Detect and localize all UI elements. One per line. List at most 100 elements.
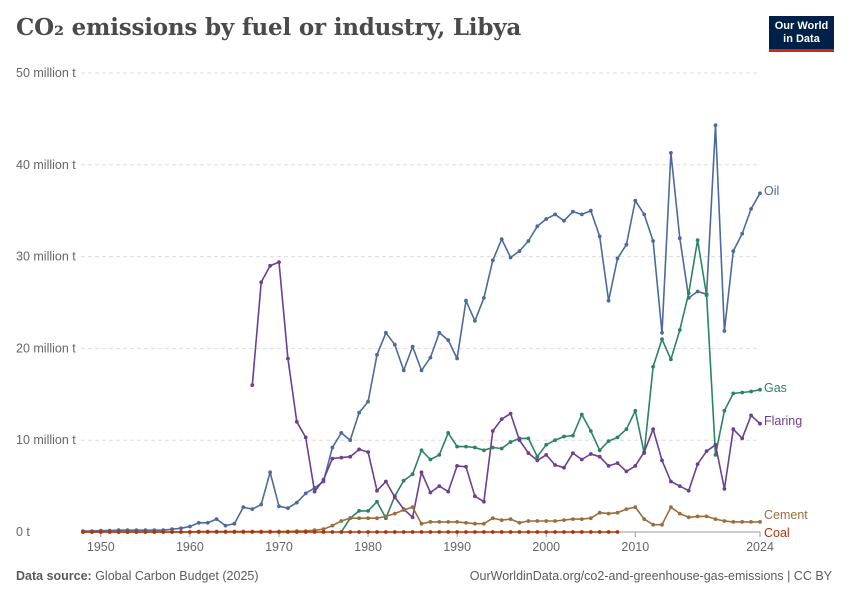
data-point-coal[interactable] bbox=[214, 530, 219, 534]
data-point-gas[interactable] bbox=[624, 427, 629, 432]
data-point-flaring[interactable] bbox=[303, 435, 308, 440]
data-point-oil[interactable] bbox=[571, 209, 575, 214]
data-point-flaring[interactable] bbox=[517, 438, 522, 443]
data-point-oil[interactable] bbox=[508, 255, 513, 260]
data-point-coal[interactable] bbox=[401, 530, 406, 534]
owid-logo[interactable]: Our World in Data bbox=[769, 16, 834, 52]
data-point-flaring[interactable] bbox=[606, 464, 611, 468]
data-point-oil[interactable] bbox=[499, 237, 504, 242]
data-point-cement[interactable] bbox=[366, 516, 370, 521]
data-point-cement[interactable] bbox=[419, 521, 424, 526]
data-point-flaring[interactable] bbox=[366, 450, 370, 454]
data-point-oil[interactable] bbox=[597, 234, 602, 239]
data-point-coal[interactable] bbox=[134, 530, 139, 534]
data-point-flaring[interactable] bbox=[642, 450, 647, 454]
data-point-coal[interactable] bbox=[205, 530, 210, 534]
data-point-cement[interactable] bbox=[464, 520, 468, 525]
data-point-cement[interactable] bbox=[624, 507, 629, 511]
data-point-gas[interactable] bbox=[508, 440, 513, 444]
data-point-coal[interactable] bbox=[437, 530, 442, 534]
data-point-flaring[interactable] bbox=[339, 455, 344, 460]
data-point-coal[interactable] bbox=[161, 530, 166, 534]
data-point-cement[interactable] bbox=[473, 521, 477, 526]
data-point-oil[interactable] bbox=[259, 502, 264, 507]
data-point-gas[interactable] bbox=[615, 435, 620, 440]
data-point-coal[interactable] bbox=[152, 530, 157, 534]
data-point-cement[interactable] bbox=[321, 527, 326, 532]
data-point-coal[interactable] bbox=[366, 530, 370, 534]
data-point-gas[interactable] bbox=[357, 509, 361, 513]
data-point-oil[interactable] bbox=[179, 526, 183, 531]
data-point-flaring[interactable] bbox=[312, 489, 317, 494]
data-point-gas[interactable] bbox=[535, 454, 540, 459]
data-point-oil[interactable] bbox=[722, 329, 727, 333]
data-point-oil[interactable] bbox=[642, 212, 647, 217]
data-point-cement[interactable] bbox=[508, 517, 513, 521]
data-point-flaring[interactable] bbox=[526, 451, 531, 455]
data-point-gas[interactable] bbox=[669, 357, 673, 362]
data-point-cement[interactable] bbox=[544, 519, 549, 523]
data-point-gas[interactable] bbox=[366, 509, 370, 513]
data-point-oil[interactable] bbox=[294, 500, 299, 505]
data-point-flaring[interactable] bbox=[677, 484, 682, 488]
data-point-oil[interactable] bbox=[428, 355, 433, 360]
data-point-oil[interactable] bbox=[339, 431, 344, 435]
data-point-oil[interactable] bbox=[535, 224, 540, 229]
data-point-oil[interactable] bbox=[277, 504, 281, 509]
data-point-oil[interactable] bbox=[330, 445, 335, 450]
data-point-cement[interactable] bbox=[446, 520, 451, 524]
data-point-coal[interactable] bbox=[90, 530, 94, 534]
data-point-flaring[interactable] bbox=[731, 427, 736, 432]
data-point-cement[interactable] bbox=[410, 505, 415, 510]
data-point-coal[interactable] bbox=[81, 530, 85, 534]
data-point-cement[interactable] bbox=[615, 510, 620, 515]
data-point-flaring[interactable] bbox=[695, 462, 700, 466]
data-point-coal[interactable] bbox=[464, 530, 468, 534]
data-point-oil[interactable] bbox=[268, 470, 272, 475]
data-point-coal[interactable] bbox=[446, 530, 451, 534]
data-point-oil[interactable] bbox=[384, 330, 388, 335]
data-point-coal[interactable] bbox=[98, 530, 103, 534]
data-point-coal[interactable] bbox=[588, 530, 593, 534]
data-point-flaring[interactable] bbox=[571, 451, 575, 455]
data-point-flaring[interactable] bbox=[749, 413, 753, 418]
data-point-gas[interactable] bbox=[571, 433, 575, 438]
data-point-cement[interactable] bbox=[482, 521, 486, 526]
data-point-flaring[interactable] bbox=[615, 461, 620, 465]
data-point-gas[interactable] bbox=[758, 387, 762, 392]
data-point-cement[interactable] bbox=[526, 519, 531, 523]
data-point-coal[interactable] bbox=[143, 530, 148, 534]
data-point-cement[interactable] bbox=[357, 516, 361, 521]
data-point-gas[interactable] bbox=[401, 478, 406, 483]
data-point-oil[interactable] bbox=[446, 338, 451, 342]
data-point-gas[interactable] bbox=[704, 293, 709, 298]
data-point-flaring[interactable] bbox=[482, 499, 486, 504]
data-point-coal[interactable] bbox=[526, 530, 531, 534]
data-point-coal[interactable] bbox=[392, 530, 397, 534]
data-point-gas[interactable] bbox=[606, 439, 611, 443]
data-point-oil[interactable] bbox=[660, 330, 664, 335]
data-point-coal[interactable] bbox=[490, 530, 495, 534]
data-point-flaring[interactable] bbox=[758, 421, 762, 426]
data-point-gas[interactable] bbox=[651, 364, 655, 369]
data-point-coal[interactable] bbox=[410, 530, 415, 534]
data-point-oil[interactable] bbox=[455, 356, 459, 361]
data-point-flaring[interactable] bbox=[455, 464, 459, 468]
data-point-flaring[interactable] bbox=[330, 456, 335, 461]
data-point-cement[interactable] bbox=[588, 516, 593, 521]
data-point-gas[interactable] bbox=[419, 448, 424, 453]
data-point-oil[interactable] bbox=[223, 523, 228, 528]
data-point-oil[interactable] bbox=[669, 151, 673, 155]
data-point-coal[interactable] bbox=[428, 530, 433, 534]
data-point-flaring[interactable] bbox=[321, 477, 326, 482]
data-point-oil[interactable] bbox=[606, 298, 611, 303]
data-point-flaring[interactable] bbox=[348, 454, 353, 459]
data-point-cement[interactable] bbox=[455, 520, 459, 524]
data-point-gas[interactable] bbox=[579, 412, 584, 417]
data-point-flaring[interactable] bbox=[624, 469, 629, 474]
data-point-cement[interactable] bbox=[740, 520, 745, 524]
data-point-flaring[interactable] bbox=[633, 464, 638, 468]
data-point-gas[interactable] bbox=[526, 436, 531, 441]
data-point-coal[interactable] bbox=[170, 530, 175, 534]
data-point-oil[interactable] bbox=[357, 410, 361, 415]
